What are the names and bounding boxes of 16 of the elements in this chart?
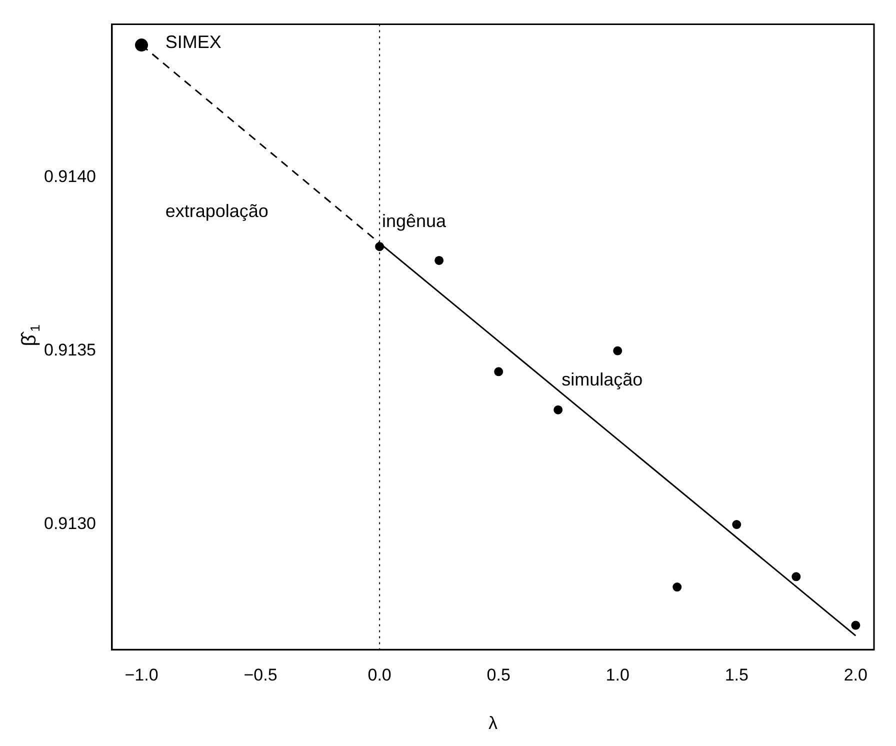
y-tick-label: 0.9140 xyxy=(44,166,96,186)
x-tick-label: 2.0 xyxy=(844,665,868,684)
x-tick-label: −0.5 xyxy=(244,665,278,684)
annotation: extrapolação xyxy=(165,200,268,221)
x-tick-label: 1.5 xyxy=(724,665,748,684)
x-tick-label: 0.0 xyxy=(368,665,392,684)
annotation: ingênua xyxy=(382,211,447,232)
annotation: SIMEX xyxy=(165,32,222,52)
x-tick-label: −1.0 xyxy=(124,665,158,684)
y-tick-label: 0.9135 xyxy=(44,340,96,360)
x-tick-label: 0.5 xyxy=(486,665,510,684)
x-tick-label: 1.0 xyxy=(606,665,630,684)
y-tick-label: 0.9130 xyxy=(44,514,96,534)
y-axis-title: β̂1 xyxy=(18,324,43,346)
annotation: simulação xyxy=(562,370,643,390)
x-axis-title: λ xyxy=(488,712,498,733)
